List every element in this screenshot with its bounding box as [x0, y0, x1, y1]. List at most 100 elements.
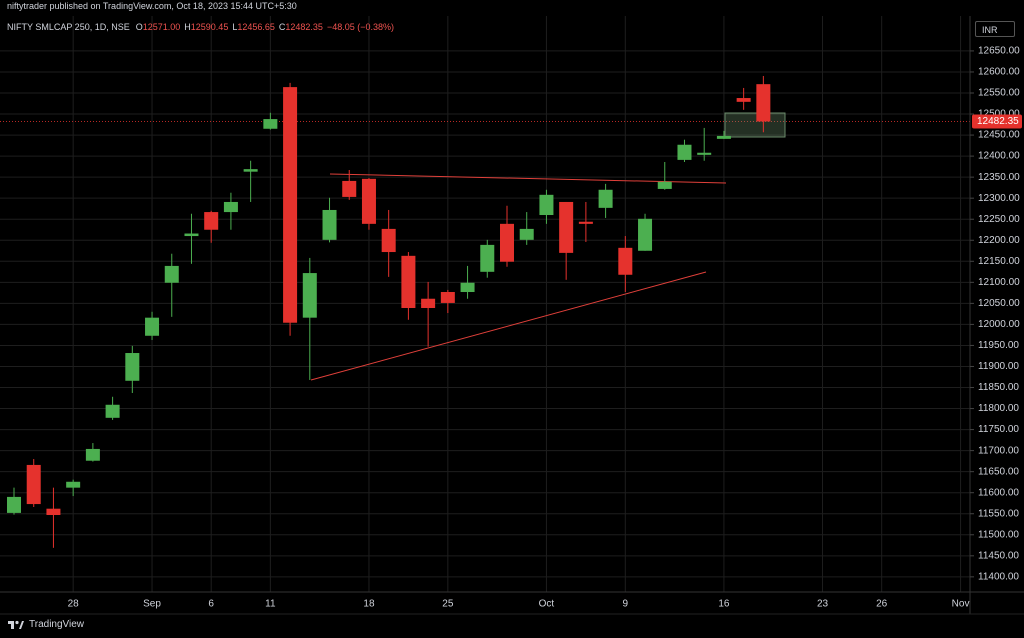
y-tick-label: 11900.00	[978, 361, 1019, 372]
candle-body	[263, 119, 278, 129]
y-tick-label: 12050.00	[978, 298, 1020, 309]
x-tick-label: 28	[68, 599, 80, 610]
ohlc-key: C	[278, 22, 286, 32]
x-tick-label: 18	[363, 599, 375, 610]
candle-body	[716, 135, 731, 139]
y-tick-label: 12250.00	[978, 214, 1020, 225]
candle-body	[697, 152, 712, 155]
y-tick-label: 12600.00	[978, 67, 1020, 78]
x-tick-label: 6	[208, 599, 214, 610]
x-tick-label: Nov	[952, 599, 970, 610]
x-tick-label: Oct	[539, 599, 555, 610]
y-tick-label: 12150.00	[978, 256, 1020, 267]
candle-body	[559, 201, 574, 253]
highlight-box	[724, 112, 786, 138]
y-tick-label: 11950.00	[978, 340, 1019, 351]
candle-body	[401, 255, 416, 308]
y-tick-label: 12400.00	[978, 151, 1020, 162]
y-tick-label: 12300.00	[978, 193, 1020, 204]
candle-body	[322, 209, 337, 240]
last-price-label: 12482.35	[977, 116, 1019, 127]
candle-body	[460, 282, 475, 293]
ohlc-value: 12571.00	[142, 22, 181, 32]
candle-body	[618, 247, 633, 275]
candle-body	[381, 228, 396, 253]
candle-body	[302, 273, 317, 318]
candle-body	[756, 84, 771, 122]
y-tick-label: 11800.00	[978, 403, 1019, 414]
currency[interactable]: INR	[975, 21, 1015, 37]
candle-body	[677, 144, 692, 160]
candle-body	[164, 265, 179, 283]
axes: 11400.00 11450.00 11500.00 11550.00 11600.00…	[68, 46, 1022, 610]
trend-line-lower	[310, 271, 707, 381]
ohlc: O12571.00 H12590.45 L12456.65 C12482.35	[136, 22, 327, 32]
candle-body	[223, 201, 238, 213]
candle-body	[125, 353, 140, 381]
candle-body	[66, 481, 81, 488]
ohlc-key: L	[232, 22, 238, 32]
trend-line-upper	[329, 173, 727, 184]
y-tick-label: 12200.00	[978, 235, 1020, 246]
y-tick-label: 11400.00	[978, 571, 1019, 582]
candle-body	[184, 233, 199, 237]
y-tick-label: 12350.00	[978, 172, 1020, 183]
y-tick-label: 11650.00	[978, 466, 1019, 477]
y-tick-label: 11450.00	[978, 550, 1019, 561]
candle-body	[46, 508, 61, 516]
candles	[7, 75, 771, 548]
candle-body	[480, 244, 495, 272]
ohlc-key: O	[135, 22, 143, 32]
candle-body	[243, 169, 258, 172]
ohlc-value: 12482.35	[285, 22, 323, 32]
candle-body	[657, 181, 672, 189]
candle-body	[578, 221, 593, 224]
candle-body	[361, 178, 376, 224]
candle-body	[440, 292, 455, 303]
x-tick-label: 11	[265, 599, 276, 610]
logo	[8, 620, 24, 629]
brand: TradingView	[29, 619, 85, 630]
y-tick-label: 11500.00	[978, 529, 1019, 540]
y-tick-label: 11850.00	[978, 382, 1019, 393]
candle-body	[145, 317, 160, 336]
candle-body	[26, 464, 41, 505]
candle-body	[598, 189, 613, 208]
x-tick-label: 23	[817, 599, 829, 610]
y-tick-label: 11550.00	[978, 508, 1019, 519]
candle-body	[7, 496, 21, 513]
x-tick-label: 9	[623, 599, 629, 610]
candle-body	[421, 298, 436, 308]
x-tick-label: 26	[876, 599, 888, 610]
candle-body	[85, 448, 100, 461]
ohlc-key: H	[184, 22, 191, 32]
publish-info: niftytrader published on TradingView.com…	[7, 1, 297, 11]
candle-body	[342, 180, 357, 197]
x-tick-label: 25	[442, 599, 454, 610]
y-tick-label: 12550.00	[978, 88, 1020, 99]
candle-body	[519, 228, 534, 240]
ohlc-value: 12456.65	[237, 22, 275, 32]
y-tick-label: 11600.00	[978, 487, 1019, 498]
ohlc-value: 12590.45	[190, 22, 229, 32]
y-tick-label: 12450.00	[978, 130, 1020, 141]
candle-body	[500, 223, 514, 262]
change: −48.05 (−0.38%)	[326, 22, 394, 32]
legend: NIFTY SMLCAP 250, 1D, NSE O12571.00 H12590…	[7, 22, 394, 32]
footer: TradingView	[8, 619, 84, 630]
y-tick-label: 12650.00	[978, 46, 1020, 57]
y-tick-label: 11750.00	[978, 424, 1019, 435]
candle-body	[105, 404, 120, 418]
candle-body	[204, 212, 219, 230]
y-tick-label: 12100.00	[978, 277, 1020, 288]
grid	[0, 16, 970, 592]
x-tick-label: 16	[718, 599, 730, 610]
x-tick-label: Sep	[143, 599, 161, 610]
y-tick-label: 11700.00	[978, 445, 1019, 456]
symbol: NIFTY SMLCAP 250, 1D, NSE	[7, 22, 130, 32]
last-price-box	[972, 114, 1022, 129]
y-tick-label: 12500.00	[978, 109, 1020, 120]
